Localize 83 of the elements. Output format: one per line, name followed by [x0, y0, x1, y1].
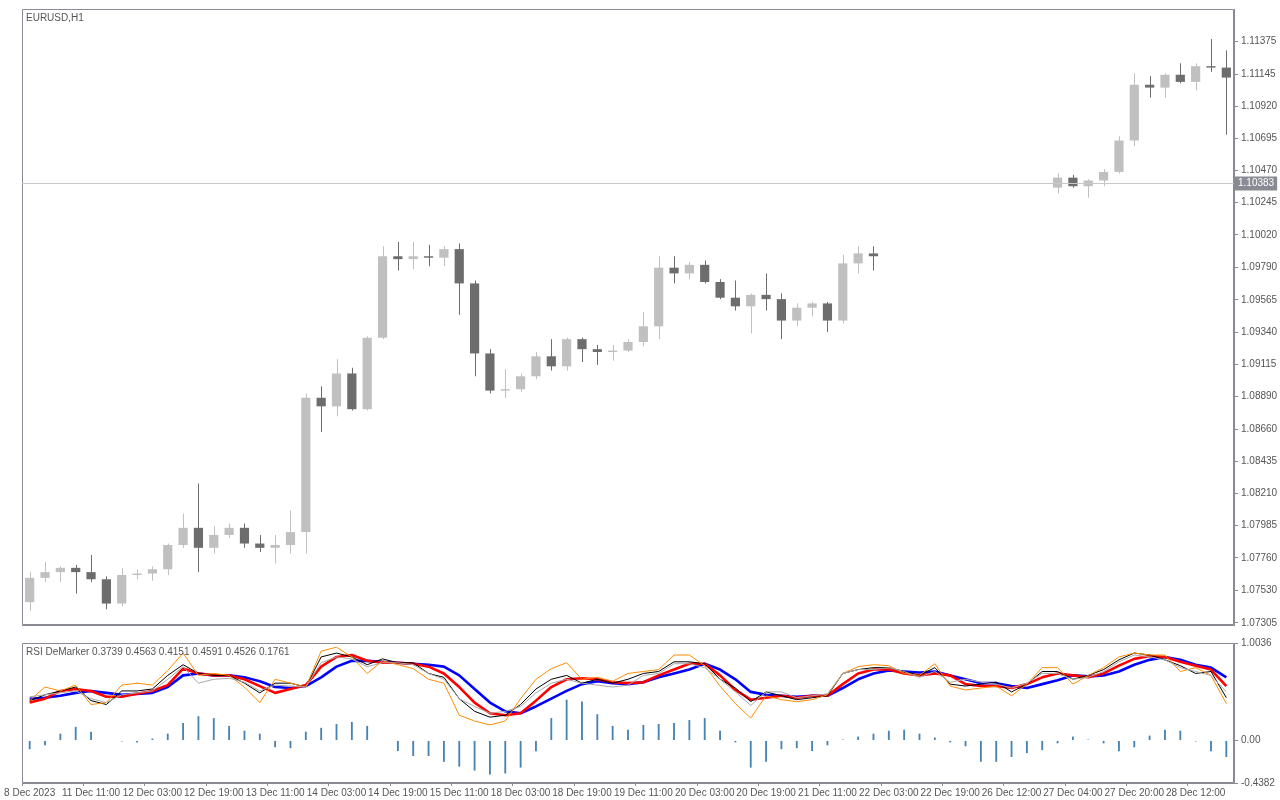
y-tick-label: 1.10020: [1241, 228, 1278, 240]
x-tick-label: 27 Dec 04:00: [1043, 786, 1104, 798]
y-tick-label: 1.10470: [1241, 164, 1278, 176]
x-tick-label: 22 Dec 19:00: [920, 786, 981, 798]
x-tick-label: 14 Dec 19:00: [368, 786, 429, 798]
candlestick: [193, 483, 204, 573]
candlestick: [439, 245, 449, 267]
candlestick: [1206, 38, 1216, 73]
candlestick: [393, 241, 403, 272]
x-tick-label: 26 Dec 12:00: [981, 786, 1042, 798]
candlestick: [239, 523, 250, 549]
candlestick: [853, 245, 863, 274]
candlestick: [546, 338, 556, 372]
candlestick: [209, 525, 219, 555]
candlestick: [178, 513, 188, 549]
x-tick-label: 14 Dec 03:00: [306, 786, 367, 798]
x-tick-label: 11 Dec 11:00: [62, 786, 121, 798]
candlestick: [776, 292, 787, 340]
x-tick-label: 27 Dec 20:00: [1104, 786, 1165, 798]
y-tick-label: 1.07530: [1241, 584, 1278, 596]
x-tick-label: 12 Dec 03:00: [122, 786, 183, 798]
candlestick: [1191, 62, 1201, 91]
y-tick-label: 1.10245: [1241, 196, 1278, 208]
x-tick-label: 22 Dec 03:00: [859, 786, 919, 798]
chart-title: RSI DeMarker 0.3739 0.4563 0.4151 0.4591 0.4526 0.1761: [26, 645, 290, 657]
ref-line-label: 1.10383: [1238, 177, 1275, 189]
candlestick: [71, 564, 81, 595]
candlestick: [531, 351, 541, 380]
y-tick-label: 1.07985: [1241, 519, 1278, 531]
candlestick: [500, 368, 510, 399]
y-tick-label: 1.08660: [1241, 422, 1278, 434]
y-tick-label: 1.09115: [1241, 357, 1277, 369]
x-tick-label: 20 Dec 03:00: [674, 786, 735, 798]
x-tick-label: 13 Dec 11:00: [245, 786, 305, 798]
candlestick: [792, 302, 802, 327]
y-tick-label: -0.4382: [1241, 776, 1276, 788]
candlestick: [1221, 49, 1231, 136]
candlestick: [408, 241, 418, 270]
candlestick: [285, 510, 296, 555]
y-tick-label: 1.11145: [1241, 67, 1277, 79]
x-tick-label: 18 Dec 19:00: [552, 786, 613, 798]
candlestick: [730, 280, 740, 312]
candlestick: [1145, 75, 1155, 99]
chart-title: EURUSD,H1: [26, 11, 85, 23]
candlestick: [638, 311, 648, 347]
candlestick: [423, 244, 434, 267]
x-tick-label: 8 Dec 2023: [4, 786, 56, 798]
y-tick-label: 1.09340: [1241, 325, 1278, 337]
y-tick-label: 1.10920: [1241, 99, 1278, 111]
y-tick-label: 1.07305: [1241, 616, 1278, 628]
y-tick-label: 1.11375: [1241, 34, 1277, 46]
candlestick: [1175, 62, 1185, 84]
candlestick: [592, 344, 602, 366]
candlestick: [40, 561, 50, 583]
y-tick-label: 1.08890: [1241, 390, 1278, 402]
candlestick: [822, 301, 833, 333]
y-tick-label: 1.0036: [1241, 636, 1273, 648]
x-tick-label: 18 Dec 03:00: [490, 786, 551, 798]
x-tick-label: 20 Dec 19:00: [736, 786, 797, 798]
candlestick: [761, 272, 771, 312]
candlestick: [715, 278, 725, 300]
candlestick: [577, 337, 587, 363]
candlestick: [86, 554, 96, 583]
x-tick-label: 12 Dec 19:00: [184, 786, 244, 798]
candlestick: [669, 255, 679, 284]
y-tick-label: 1.08435: [1241, 455, 1278, 467]
candlestick: [516, 372, 526, 393]
y-tick-label: 1.09790: [1241, 261, 1278, 273]
y-tick-label: 1.09565: [1241, 293, 1278, 305]
y-tick-label: 0.00: [1241, 734, 1261, 746]
candlestick: [746, 292, 756, 334]
x-tick-label: 21 Dec 11:00: [798, 786, 858, 798]
x-tick-label: 15 Dec 11:00: [429, 786, 490, 798]
y-tick-label: 1.10695: [1241, 132, 1278, 144]
y-tick-label: 1.08210: [1241, 487, 1278, 499]
x-tick-label: 28 Dec 12:00: [1165, 786, 1226, 798]
candlestick: [868, 245, 879, 272]
y-tick-label: 1.07760: [1241, 551, 1278, 563]
candlestick: [700, 260, 710, 284]
candlestick: [316, 385, 326, 433]
candlestick: [1160, 72, 1170, 99]
candlestick: [270, 534, 280, 565]
x-tick-label: 19 Dec 11:00: [613, 786, 674, 798]
